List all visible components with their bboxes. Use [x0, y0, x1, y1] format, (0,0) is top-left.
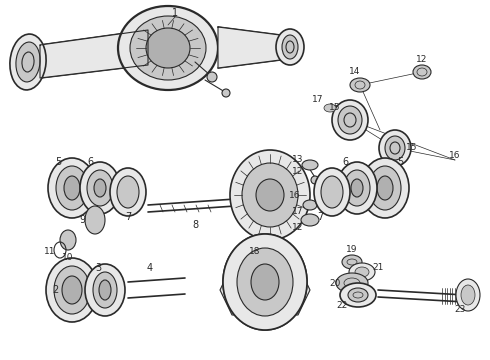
Circle shape [311, 176, 319, 184]
Text: 16: 16 [449, 150, 461, 159]
Ellipse shape [223, 234, 307, 330]
Text: 14: 14 [349, 68, 361, 77]
Ellipse shape [237, 248, 293, 316]
Ellipse shape [361, 158, 409, 218]
Ellipse shape [314, 168, 350, 216]
Ellipse shape [146, 28, 190, 68]
Text: 4: 4 [147, 263, 153, 273]
Ellipse shape [342, 255, 362, 269]
Polygon shape [40, 30, 148, 78]
Ellipse shape [337, 162, 377, 214]
Text: 7: 7 [125, 212, 131, 222]
Ellipse shape [456, 279, 480, 311]
Ellipse shape [336, 273, 368, 293]
Ellipse shape [10, 34, 46, 90]
Ellipse shape [276, 29, 304, 65]
Ellipse shape [413, 65, 431, 79]
Text: 21: 21 [372, 264, 384, 273]
Ellipse shape [62, 276, 82, 304]
Ellipse shape [256, 179, 284, 211]
Text: 10: 10 [62, 253, 74, 262]
Ellipse shape [48, 158, 96, 218]
Ellipse shape [60, 230, 76, 250]
Ellipse shape [117, 176, 139, 208]
Ellipse shape [54, 266, 90, 314]
Ellipse shape [85, 206, 105, 234]
Ellipse shape [344, 170, 370, 206]
Ellipse shape [461, 285, 475, 305]
Text: 20: 20 [329, 279, 341, 288]
Text: 23: 23 [454, 306, 466, 315]
Ellipse shape [348, 288, 368, 302]
Ellipse shape [321, 176, 343, 208]
Text: 12: 12 [293, 224, 304, 233]
Text: 18: 18 [249, 248, 261, 256]
Ellipse shape [302, 160, 318, 170]
Ellipse shape [87, 170, 113, 206]
Ellipse shape [85, 264, 125, 316]
Ellipse shape [80, 162, 120, 214]
Ellipse shape [223, 234, 307, 330]
Ellipse shape [230, 150, 310, 240]
Text: 15: 15 [406, 144, 418, 153]
Text: 9: 9 [79, 215, 85, 225]
Text: 5: 5 [397, 157, 403, 167]
Circle shape [222, 89, 230, 97]
Ellipse shape [99, 280, 111, 300]
Text: 1: 1 [172, 8, 178, 18]
Text: 2: 2 [52, 285, 58, 295]
Ellipse shape [251, 264, 279, 300]
Text: 5: 5 [55, 157, 61, 167]
Ellipse shape [130, 16, 206, 80]
Polygon shape [218, 27, 280, 68]
Ellipse shape [301, 214, 319, 226]
Polygon shape [220, 265, 310, 315]
Ellipse shape [355, 267, 369, 277]
Ellipse shape [332, 100, 368, 140]
Text: 11: 11 [44, 248, 56, 256]
Text: 6: 6 [87, 157, 93, 167]
Text: 8: 8 [192, 220, 198, 230]
Ellipse shape [237, 248, 293, 316]
Ellipse shape [385, 136, 405, 160]
Text: 17: 17 [292, 207, 304, 216]
Text: 3: 3 [95, 263, 101, 273]
Ellipse shape [351, 179, 363, 197]
Text: 16: 16 [289, 190, 301, 199]
Ellipse shape [282, 35, 298, 59]
Text: 6: 6 [342, 157, 348, 167]
Text: 7: 7 [317, 212, 323, 222]
Text: 15: 15 [329, 104, 341, 112]
Ellipse shape [369, 166, 401, 210]
Ellipse shape [110, 168, 146, 216]
Ellipse shape [338, 106, 362, 134]
Circle shape [207, 72, 217, 82]
Text: 22: 22 [336, 301, 347, 310]
Ellipse shape [16, 42, 40, 82]
Ellipse shape [349, 263, 375, 281]
Ellipse shape [251, 264, 279, 300]
Text: 12: 12 [416, 55, 428, 64]
Text: 13: 13 [292, 156, 304, 165]
Ellipse shape [340, 283, 376, 307]
Ellipse shape [94, 179, 106, 197]
Ellipse shape [324, 104, 336, 112]
Ellipse shape [242, 163, 298, 227]
Ellipse shape [46, 258, 98, 322]
Text: 17: 17 [312, 95, 324, 104]
Ellipse shape [303, 200, 317, 210]
Ellipse shape [377, 176, 393, 200]
Ellipse shape [56, 166, 88, 210]
Ellipse shape [118, 6, 218, 90]
Ellipse shape [379, 130, 411, 166]
Text: 19: 19 [346, 246, 358, 255]
Ellipse shape [350, 78, 370, 92]
Ellipse shape [93, 272, 117, 308]
Text: 12: 12 [293, 167, 304, 176]
Ellipse shape [64, 176, 80, 200]
